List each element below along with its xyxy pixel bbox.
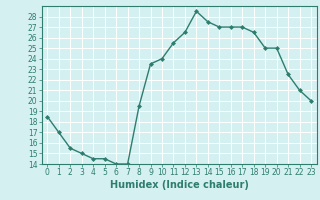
X-axis label: Humidex (Indice chaleur): Humidex (Indice chaleur): [110, 180, 249, 190]
